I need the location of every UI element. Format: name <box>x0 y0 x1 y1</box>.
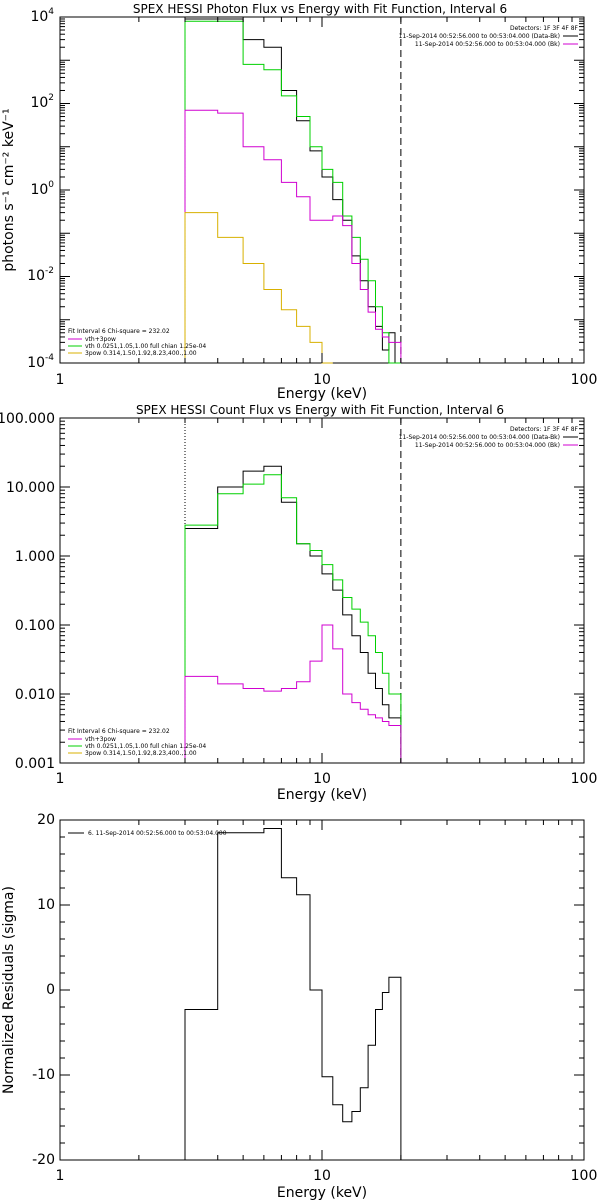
series-line <box>184 465 402 763</box>
residuals-panel: -20 -10 0 10 20 1 10 100 Energy (keV) No… <box>1 812 597 1200</box>
y-tick-label: 0 <box>46 982 55 998</box>
legend-entry: vth 0.0251,1.05,1.00 full chian 1.25e-04 <box>85 343 206 350</box>
y-tick-label: 10-2 <box>27 266 54 284</box>
y-tick-label: 0.100 <box>15 618 55 634</box>
legend-entry: 6. 11-Sep-2014 00:52:56.000 to 00:53:04.… <box>88 830 227 837</box>
plot-frame <box>59 417 585 764</box>
photon-flux-panel: SPEX HESSI Photon Flux vs Energy with Fi… <box>1 2 597 402</box>
x-tick-label: 100 <box>571 372 598 388</box>
legend-entry: 11-Sep-2014 00:52:56.000 to 00:53:04.000… <box>399 33 560 40</box>
y-tick-label: 1.000 <box>15 549 55 565</box>
legend-entry: 3pow 0.314,1.50,1.92,8.23,400.,1.00 <box>85 350 197 357</box>
y-tick-label: 10.000 <box>6 480 55 496</box>
legend-entry: vth 0.0251,1.05,1.00 full chian 1.25e-04 <box>85 743 206 750</box>
panel-title: SPEX HESSI Photon Flux vs Energy with Fi… <box>133 2 507 16</box>
plot-area <box>184 17 402 364</box>
count-flux-panel: SPEX HESSI Count Flux vs Energy with Fit… <box>0 403 597 803</box>
series-line <box>184 474 402 763</box>
x-tick-label: 10 <box>313 771 331 787</box>
legend-entry: 11-Sep-2014 00:52:56.000 to 00:53:04.000… <box>399 434 560 441</box>
y-tick-label: -10 <box>32 1067 55 1083</box>
x-axis-ticks <box>59 17 573 363</box>
plot-area <box>184 418 402 763</box>
fit-info: Fit Interval 6 Chi-square = 232.02 <box>68 328 170 335</box>
y-tick-label: 10-4 <box>27 353 54 371</box>
x-axis-ticks <box>59 820 573 1160</box>
y-tick-label: 0.010 <box>15 687 55 703</box>
x-tick-label: 100 <box>571 1168 598 1184</box>
series-line <box>184 109 402 363</box>
x-tick-label: 10 <box>313 1168 331 1184</box>
legend-entry: 3pow 0.314,1.50,1.92,8.23,400.,1.00 <box>85 750 197 757</box>
y-axis-ticks <box>60 420 584 764</box>
y-axis-ticks <box>60 819 584 1161</box>
legend-entry: 11-Sep-2014 00:52:56.000 to 00:53:04.000… <box>415 442 560 449</box>
y-tick-label: 100 <box>30 180 54 198</box>
y-tick-label: -20 <box>32 1152 55 1168</box>
legend-detectors: Detectors: 1F 3F 4F 8F <box>510 426 579 433</box>
x-tick-label: 100 <box>571 771 598 787</box>
plot-frame <box>59 16 585 364</box>
x-axis-ticks <box>59 418 573 763</box>
panel-title: SPEX HESSI Count Flux vs Energy with Fit… <box>136 403 504 417</box>
series-line <box>184 624 402 763</box>
x-tick-label: 1 <box>56 372 65 388</box>
x-tick-label: 1 <box>56 771 65 787</box>
series-line <box>184 18 401 364</box>
x-axis-label: Energy (keV) <box>277 787 367 803</box>
legend-entry: vth+3pow <box>85 736 116 743</box>
fit-info: Fit Interval 6 Chi-square = 232.02 <box>68 728 170 735</box>
plot-area <box>184 828 402 1160</box>
y-tick-label: 10 <box>37 897 55 913</box>
x-axis-label: Energy (keV) <box>277 386 367 402</box>
legend-detectors: Detectors: 1F 3F 4F 8F <box>510 25 579 32</box>
series-line <box>184 828 402 1160</box>
x-tick-label: 10 <box>313 372 331 388</box>
y-axis-ticks <box>60 18 584 364</box>
y-tick-label: 104 <box>30 7 54 25</box>
series-line <box>184 212 333 364</box>
y-axis-label: photons s⁻¹ cm⁻² keV⁻¹ <box>1 108 17 271</box>
y-tick-label: 102 <box>30 93 54 111</box>
y-axis-label: Normalized Residuals (sigma) <box>1 886 17 1094</box>
legend-entry: vth+3pow <box>85 336 116 343</box>
y-tick-label: 0.001 <box>15 756 55 772</box>
x-tick-label: 1 <box>56 1168 65 1184</box>
legend-entry: 11-Sep-2014 00:52:56.000 to 00:53:04.000… <box>415 41 560 48</box>
y-tick-label: 20 <box>37 812 55 828</box>
x-axis-label: Energy (keV) <box>277 1185 367 1200</box>
series-line <box>184 20 401 364</box>
y-tick-label: 100.000 <box>0 411 55 427</box>
